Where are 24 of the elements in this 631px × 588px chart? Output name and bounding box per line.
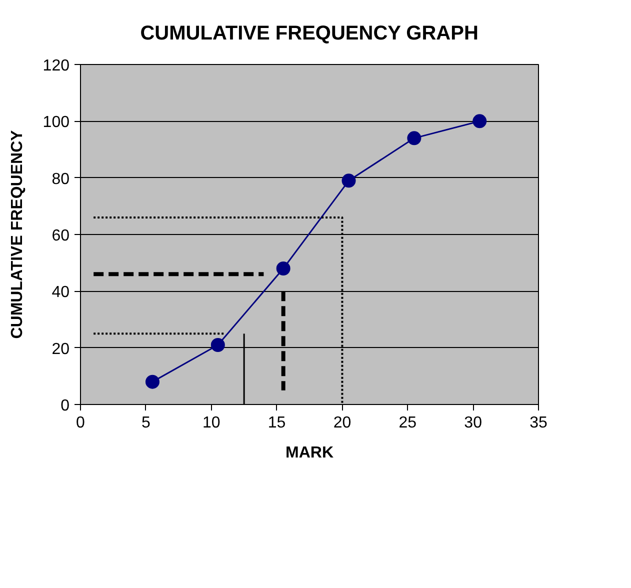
x-tick-label: 25 bbox=[398, 414, 417, 432]
y-tick-label: 60 bbox=[52, 228, 70, 244]
y-tick-label: 100 bbox=[42, 114, 70, 132]
x-tick-label: 5 bbox=[141, 414, 150, 432]
y-tick-label: 20 bbox=[52, 340, 70, 358]
chart-title: CUMULATIVE FREQUENCY GRAPH bbox=[140, 22, 478, 44]
y-axis-title: CUMULATIVE FREQUENCY bbox=[8, 130, 26, 339]
point bbox=[407, 131, 422, 146]
point bbox=[342, 174, 356, 188]
y-tick-label: 40 bbox=[52, 284, 70, 302]
x-tick-label: 15 bbox=[268, 414, 286, 432]
x-tick-label: 10 bbox=[202, 414, 220, 432]
x-axis-title: MARK bbox=[286, 444, 334, 462]
x-tick-label: 30 bbox=[464, 414, 482, 432]
y-tick-label: 0 bbox=[60, 398, 70, 414]
point bbox=[145, 374, 160, 389]
x-tick-label: 35 bbox=[530, 414, 548, 432]
x-tick-label: 20 bbox=[333, 414, 352, 432]
x-tick-label: 0 bbox=[76, 414, 86, 432]
point bbox=[472, 114, 487, 128]
point bbox=[276, 262, 290, 276]
y-tick-label: 80 bbox=[52, 170, 70, 188]
point bbox=[210, 338, 225, 352]
y-tick-label: 120 bbox=[42, 58, 70, 74]
